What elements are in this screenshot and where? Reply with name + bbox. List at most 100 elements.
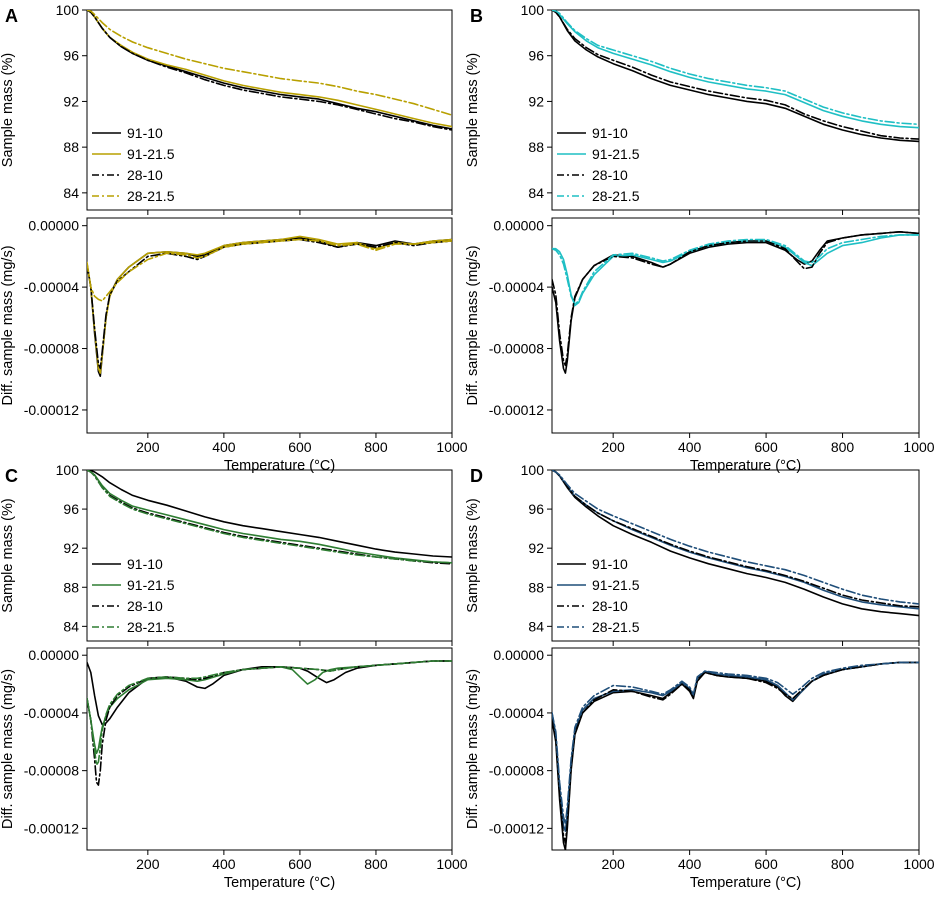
mass-y-tick-label: 92 <box>63 540 79 556</box>
mass-series-group <box>552 10 919 143</box>
panel-a: A 100 96 92 88 84 Sample mass (%) 91-10 91-21.5 2… <box>0 2 468 474</box>
x-tick-label: 200 <box>601 439 625 455</box>
mass-y-tick-label: 96 <box>528 48 544 64</box>
legend-label: 91-21.5 <box>127 146 175 162</box>
mass-series-line-28-21-5 <box>552 470 919 605</box>
diff-y-axis-label: Diff. sample mass (mg/s) <box>465 245 481 405</box>
mass-series-group <box>87 470 452 565</box>
diff-series-line-91-10 <box>87 660 452 726</box>
x-tick-label: 600 <box>754 439 778 455</box>
diff-plot-frame <box>551 647 920 851</box>
mass-y-tick-label: 92 <box>528 93 544 109</box>
mass-y-tick-label: 100 <box>521 462 545 478</box>
panel-d: D 100 96 92 88 84 Sample mass (%) 91-10 91-21.5 2… <box>465 462 935 891</box>
mass-series-line-28-21-5 <box>87 10 452 116</box>
diff-series-line-28-21-5 <box>552 661 919 825</box>
mass-subplot: 100 96 92 88 84 Sample mass (%) <box>0 462 453 646</box>
diff-series-group <box>552 231 919 374</box>
panel-letter: D <box>470 466 483 486</box>
x-tick-label: 800 <box>364 439 388 455</box>
x-tick-label: 800 <box>364 856 388 872</box>
mass-y-tick-label: 92 <box>63 93 79 109</box>
legend: 91-10 91-21.5 28-10 28-21.5 <box>92 556 175 635</box>
x-tick-label: 1000 <box>903 856 934 872</box>
legend-label: 91-21.5 <box>592 577 640 593</box>
diff-y-tick-label: 0.00000 <box>28 218 79 234</box>
legend-label: 28-21.5 <box>592 188 640 204</box>
diff-subplot: 0.00000 -0.00004 -0.00008 -0.00012 Diff. sam… <box>0 217 453 438</box>
x-tick-label: 600 <box>288 439 312 455</box>
mass-series-line-91-10 <box>87 10 452 130</box>
legend-label: 91-10 <box>592 125 628 141</box>
diff-plot-frame <box>86 217 453 434</box>
mass-y-tick-label: 84 <box>528 618 544 634</box>
diff-series-group <box>87 660 452 786</box>
diff-series-line-28-10 <box>87 238 452 370</box>
mass-series-line-91-10 <box>87 470 452 558</box>
diff-series-line-91-10 <box>552 231 919 374</box>
diff-series-line-91-10 <box>552 661 919 850</box>
x-tick-label: 200 <box>136 439 160 455</box>
diff-series-line-91-21-5 <box>87 235 452 374</box>
diff-series-line-28-21-5 <box>87 238 452 302</box>
diff-y-tick-label: 0.00000 <box>28 647 79 663</box>
diff-y-tick-label: -0.00008 <box>489 763 544 779</box>
diff-series-line-28-10 <box>87 660 452 786</box>
mass-y-axis-label: Sample mass (%) <box>465 53 481 167</box>
legend-label: 28-21.5 <box>127 188 175 204</box>
mass-y-tick-label: 84 <box>63 185 79 201</box>
mass-series-line-91-21-5 <box>87 470 452 564</box>
diff-y-tick-label: -0.00004 <box>24 279 79 295</box>
legend-label: 91-10 <box>127 556 163 572</box>
mass-y-axis-label: Sample mass (%) <box>465 498 481 612</box>
diff-series-group <box>87 235 452 378</box>
mass-y-axis-label: Sample mass (%) <box>0 53 16 167</box>
diff-plot-frame <box>86 647 453 851</box>
legend-label: 91-21.5 <box>127 577 175 593</box>
diff-series-line-28-21-5 <box>552 234 919 305</box>
x-tick-label: 1000 <box>436 856 467 872</box>
diff-subplot: 0.00000 -0.00004 -0.00008 -0.00012 Diff. sam… <box>465 217 920 438</box>
legend: 91-10 91-21.5 28-10 28-21.5 <box>557 125 640 204</box>
mass-y-tick-label: 100 <box>56 462 80 478</box>
x-tick-label: 600 <box>288 856 312 872</box>
panel-c: C 100 96 92 88 84 Sample mass (%) 91-10 91-21.5 2… <box>0 462 468 891</box>
x-tick-label: 400 <box>212 856 236 872</box>
diff-series-line-91-10 <box>87 237 452 378</box>
diff-series-line-91-21-5 <box>87 660 452 755</box>
mass-subplot: 100 96 92 88 84 Sample mass (%) <box>465 462 920 646</box>
diff-y-axis-label: Diff. sample mass (mg/s) <box>0 669 16 829</box>
mass-y-tick-label: 88 <box>63 579 79 595</box>
diff-y-tick-label: 0.00000 <box>493 647 544 663</box>
panel-letter: A <box>5 6 18 26</box>
mass-y-tick-label: 96 <box>63 501 79 517</box>
diff-series-group <box>552 661 919 850</box>
diff-y-tick-label: -0.00004 <box>489 279 544 295</box>
legend-label: 28-10 <box>127 167 163 183</box>
diff-y-axis-label: Diff. sample mass (mg/s) <box>465 669 481 829</box>
diff-y-tick-label: -0.00012 <box>24 402 79 418</box>
mass-y-tick-label: 88 <box>63 139 79 155</box>
mass-series-line-28-10 <box>552 10 919 140</box>
mass-plot-frame <box>551 469 920 642</box>
mass-series-line-28-10 <box>87 10 452 131</box>
legend: 91-10 91-21.5 28-10 28-21.5 <box>557 556 640 635</box>
legend-label: 91-21.5 <box>592 146 640 162</box>
diff-series-line-28-10 <box>552 661 919 844</box>
mass-series-line-28-10 <box>552 470 919 608</box>
diff-y-tick-label: -0.00008 <box>24 763 79 779</box>
diff-series-line-91-21-5 <box>552 234 919 307</box>
panel-letter: C <box>5 466 18 486</box>
diff-series-line-28-21-5 <box>87 660 452 766</box>
x-tick-label: 800 <box>831 856 855 872</box>
x-tick-label: 600 <box>754 856 778 872</box>
legend-label: 28-21.5 <box>592 619 640 635</box>
x-tick-label: 400 <box>212 439 236 455</box>
mass-y-axis-label: Sample mass (%) <box>0 498 16 612</box>
x-axis-label: Temperature (°C) <box>224 458 335 474</box>
x-tick-label: 1000 <box>903 439 934 455</box>
diff-y-tick-label: -0.00012 <box>24 820 79 836</box>
x-tick-label: 800 <box>831 439 855 455</box>
mass-subplot: 100 96 92 88 84 Sample mass (%) <box>465 2 920 215</box>
